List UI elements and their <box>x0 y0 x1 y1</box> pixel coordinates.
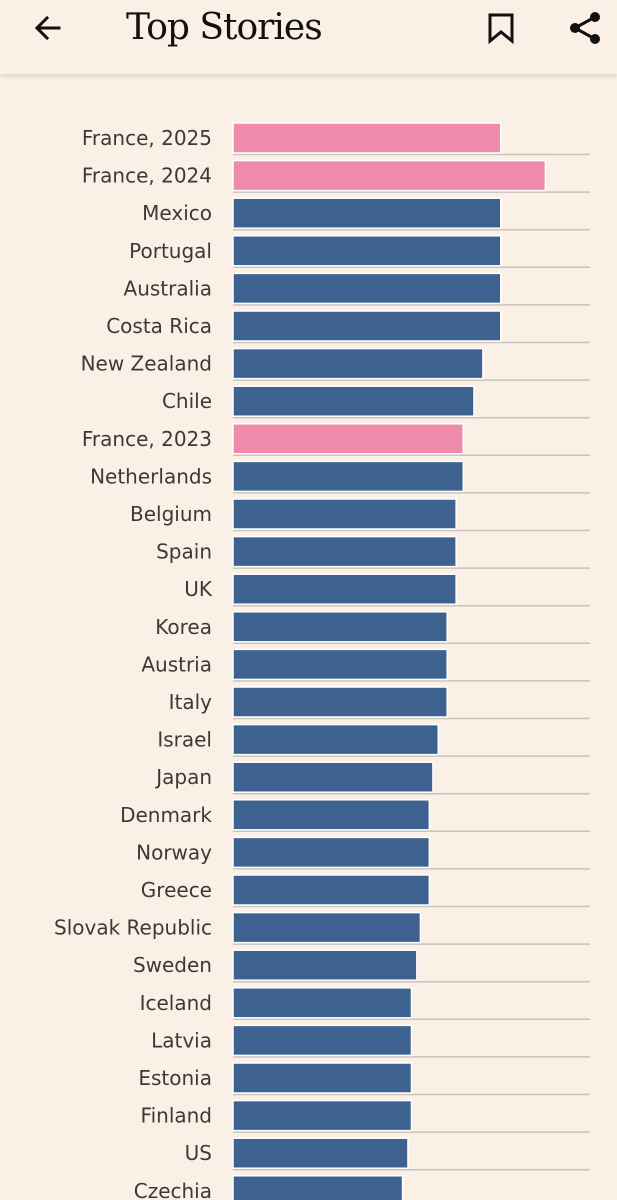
bar-mexico <box>232 197 502 229</box>
bar-israel <box>232 723 440 756</box>
category-label: Portugal <box>129 239 212 263</box>
category-label: Chile <box>162 389 212 413</box>
bar-france-2023 <box>232 423 465 455</box>
share-button[interactable] <box>563 6 607 50</box>
category-label: Slovak Republic <box>54 916 212 940</box>
category-label: Japan <box>154 765 212 789</box>
category-label: Iceland <box>140 991 212 1015</box>
category-label: Belgium <box>130 502 212 526</box>
category-label: Austria <box>141 652 212 676</box>
bar-latvia <box>232 1024 413 1057</box>
category-label: Sweden <box>133 953 212 977</box>
bar-uk <box>232 573 457 605</box>
category-label: Estonia <box>138 1066 212 1090</box>
bar-portugal <box>232 235 502 267</box>
bar-denmark <box>232 799 431 831</box>
bar-france-2025 <box>232 122 502 154</box>
bar-korea <box>232 611 448 643</box>
bar-italy <box>232 686 448 718</box>
bar-japan <box>232 761 434 793</box>
bar-iceland <box>232 987 413 1019</box>
bar-slovak-republic <box>232 911 422 944</box>
bar-norway <box>232 836 431 869</box>
category-label: Australia <box>124 276 212 300</box>
bar-australia <box>232 272 502 305</box>
bar-chart: France, 2025 France, 2024 Mexico Portugal Au… <box>54 122 590 1200</box>
chart-area: France, 2025 France, 2024 Mexico Portugal Au… <box>0 74 617 1200</box>
category-label: Spain <box>156 540 212 564</box>
category-label: France, 2025 <box>82 126 212 150</box>
bar-austria <box>232 648 448 681</box>
bar-sweden <box>232 949 418 981</box>
category-label: France, 2023 <box>82 427 212 451</box>
share-icon <box>570 12 600 44</box>
category-label: Finland <box>141 1104 212 1128</box>
bookmark-button[interactable] <box>479 6 523 50</box>
arrow-left-icon <box>34 15 61 41</box>
category-label: Denmark <box>120 803 212 827</box>
category-label: France, 2024 <box>82 164 212 188</box>
category-label: Latvia <box>151 1028 212 1052</box>
bar-us <box>232 1137 409 1169</box>
bookmark-icon <box>488 13 514 44</box>
category-label: US <box>185 1141 212 1165</box>
bar-new-zealand <box>232 347 484 380</box>
category-label: Mexico <box>142 201 212 225</box>
bar-estonia <box>232 1062 413 1094</box>
category-label: UK <box>184 577 213 601</box>
page-title: Top Stories <box>126 7 323 48</box>
bar-belgium <box>232 498 457 530</box>
category-label: Israel <box>157 728 212 752</box>
category-label: Norway <box>136 840 212 864</box>
category-label: Czechia <box>134 1179 212 1200</box>
bar-finland <box>232 1099 413 1132</box>
app-bar: Top Stories <box>0 0 617 74</box>
bar-greece <box>232 874 431 906</box>
category-label: Greece <box>141 878 212 902</box>
bar-spain <box>232 535 457 568</box>
bar-france-2024 <box>232 159 547 192</box>
category-label: New Zealand <box>81 352 212 376</box>
bar-netherlands <box>232 460 465 493</box>
category-label: Costa Rica <box>106 314 212 338</box>
category-label: Italy <box>169 690 213 714</box>
category-label: Netherlands <box>90 464 212 488</box>
category-label: Korea <box>155 615 212 639</box>
back-button[interactable] <box>26 6 70 50</box>
bar-chile <box>232 385 475 417</box>
bar-costa-rica <box>232 310 502 342</box>
bar-czechia <box>232 1175 404 1200</box>
